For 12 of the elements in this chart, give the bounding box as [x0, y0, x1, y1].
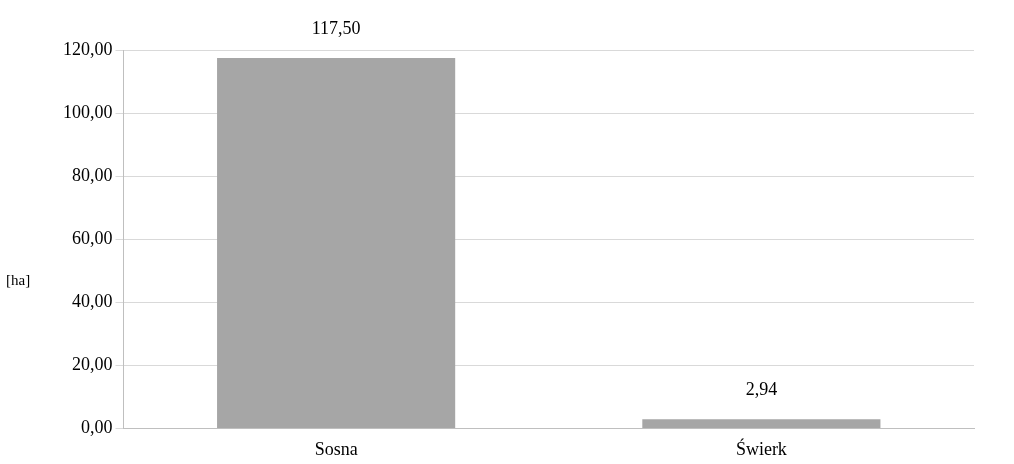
y-tick-label: 20,00: [72, 354, 113, 375]
x-tick-label: Sosna: [314, 438, 358, 459]
y-tick-label: 0,00: [81, 417, 113, 438]
data-label: 2,94: [745, 378, 778, 399]
x-tick-label: Świerk: [735, 437, 787, 459]
y-tick-label: 40,00: [72, 291, 113, 311]
data-label: 117,50: [311, 17, 361, 38]
y-tick-label: 120,00: [63, 38, 113, 59]
y-tick-label: 60,00: [72, 227, 113, 248]
y-axis-title: [ha]: [6, 272, 31, 289]
y-tick-label: 100,00: [63, 101, 113, 122]
y-tick-label: 80,00: [72, 164, 113, 185]
